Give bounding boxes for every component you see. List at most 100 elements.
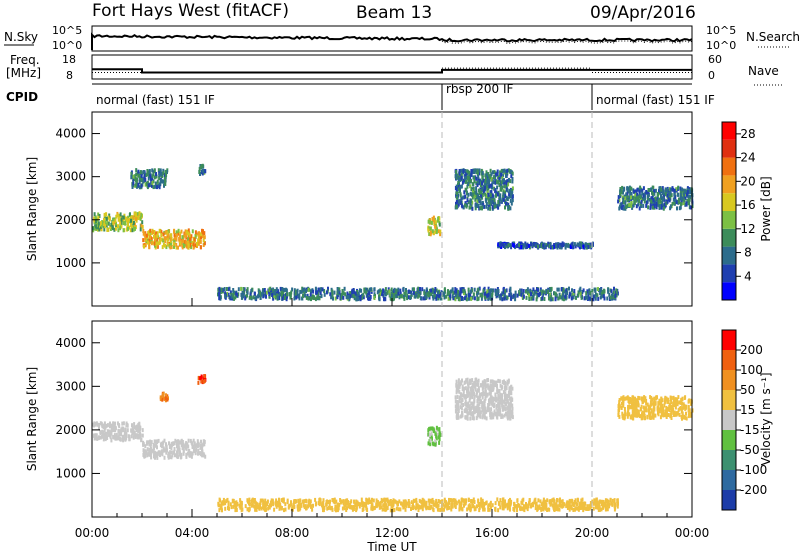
echo-cell (652, 403, 655, 408)
echo-cell (414, 506, 417, 511)
echo-cell (471, 504, 474, 509)
echo-cell (465, 394, 468, 399)
echo-cell (462, 403, 465, 407)
echo-cell (499, 243, 502, 248)
echo-cell (613, 501, 616, 506)
echo-cell (225, 287, 228, 291)
echo-cell (483, 382, 486, 387)
echo-cell (191, 229, 194, 234)
echo-cell (666, 199, 669, 204)
echo-cell (507, 168, 510, 173)
echo-cell (498, 177, 501, 181)
echo-cell (483, 204, 485, 209)
echo-cell (457, 199, 459, 204)
echo-cell (197, 376, 200, 381)
echo-cell (406, 296, 409, 301)
echo-cell (647, 404, 650, 409)
echo-cell (128, 437, 131, 442)
echo-cell (581, 497, 584, 502)
echo-cell (458, 384, 461, 389)
echo-cell (251, 498, 254, 503)
echo-cell (218, 296, 221, 301)
echo-cell (165, 236, 168, 241)
echo-cell (140, 183, 143, 188)
echo-cell (218, 508, 221, 513)
echo-cell (661, 200, 663, 205)
echo-cell (508, 292, 511, 297)
echo-cell (684, 190, 687, 195)
echo-cell (162, 168, 165, 173)
echo-cell (687, 201, 690, 206)
echo-cell (360, 288, 363, 293)
echo-cell (484, 173, 487, 178)
echo-cell (511, 194, 514, 199)
echo-cell (668, 408, 671, 412)
echo-cell (673, 200, 676, 205)
echo-cell (476, 388, 479, 393)
echo-cell (177, 231, 180, 236)
echo-cell (468, 380, 471, 384)
echo-cell (118, 431, 121, 436)
echo-cell (302, 503, 305, 508)
echo-cell (668, 405, 671, 409)
echo-cell (484, 179, 487, 184)
echo-cell (622, 400, 625, 405)
echo-cell (477, 382, 480, 387)
echo-cell (497, 407, 500, 411)
echo-cell (261, 292, 263, 297)
nsky-tick-bottom: 10^0 (52, 39, 82, 52)
echo-cell (135, 172, 138, 177)
power-colorbar-swatch (722, 139, 736, 158)
power-y-tick-label: 1000 (55, 256, 86, 270)
echo-cell (628, 202, 631, 207)
echo-cell (417, 505, 420, 510)
echo-cell (484, 292, 487, 297)
echo-cell (571, 242, 574, 247)
echo-cell (431, 441, 434, 446)
echo-cell (274, 289, 277, 294)
echo-cell (365, 504, 368, 509)
echo-cell (501, 504, 504, 508)
echo-cell (137, 173, 140, 178)
echo-cell (149, 228, 152, 233)
echo-cell (104, 437, 107, 442)
echo-cell (564, 244, 567, 249)
echo-cell (490, 200, 493, 205)
echo-cell (564, 291, 567, 296)
echo-cell (657, 401, 660, 406)
echo-cell (485, 176, 487, 181)
echo-cell (456, 173, 458, 178)
echo-cell (628, 412, 631, 417)
echo-cell (651, 190, 653, 195)
echo-cell (305, 295, 308, 300)
echo-cell (489, 293, 492, 297)
echo-cell (468, 205, 471, 210)
echo-cell (471, 200, 474, 205)
echo-cell (631, 195, 634, 200)
echo-cell (529, 289, 532, 294)
echo-cell (438, 290, 441, 295)
freq-tick-top: 18 (62, 53, 76, 66)
echo-cell (160, 233, 163, 238)
echo-cell (532, 294, 535, 299)
echo-cell (528, 498, 531, 503)
echo-cell (167, 453, 170, 458)
echo-cell (114, 421, 116, 426)
echo-cell (487, 296, 490, 301)
echo-cell (489, 193, 492, 197)
echo-cell (641, 191, 644, 196)
echo-cell (454, 399, 457, 404)
echo-cell (637, 202, 640, 207)
echo-cell (260, 498, 263, 503)
echo-cell (200, 379, 203, 384)
echo-cell (460, 168, 463, 173)
echo-cell (477, 197, 480, 202)
echo-cell (624, 201, 627, 206)
echo-cell (660, 204, 663, 209)
echo-cell (466, 176, 469, 181)
echo-cell (412, 287, 415, 292)
echo-cell (372, 498, 375, 503)
echo-cell (478, 406, 481, 411)
echo-cell (571, 288, 573, 293)
echo-cell (472, 192, 475, 197)
